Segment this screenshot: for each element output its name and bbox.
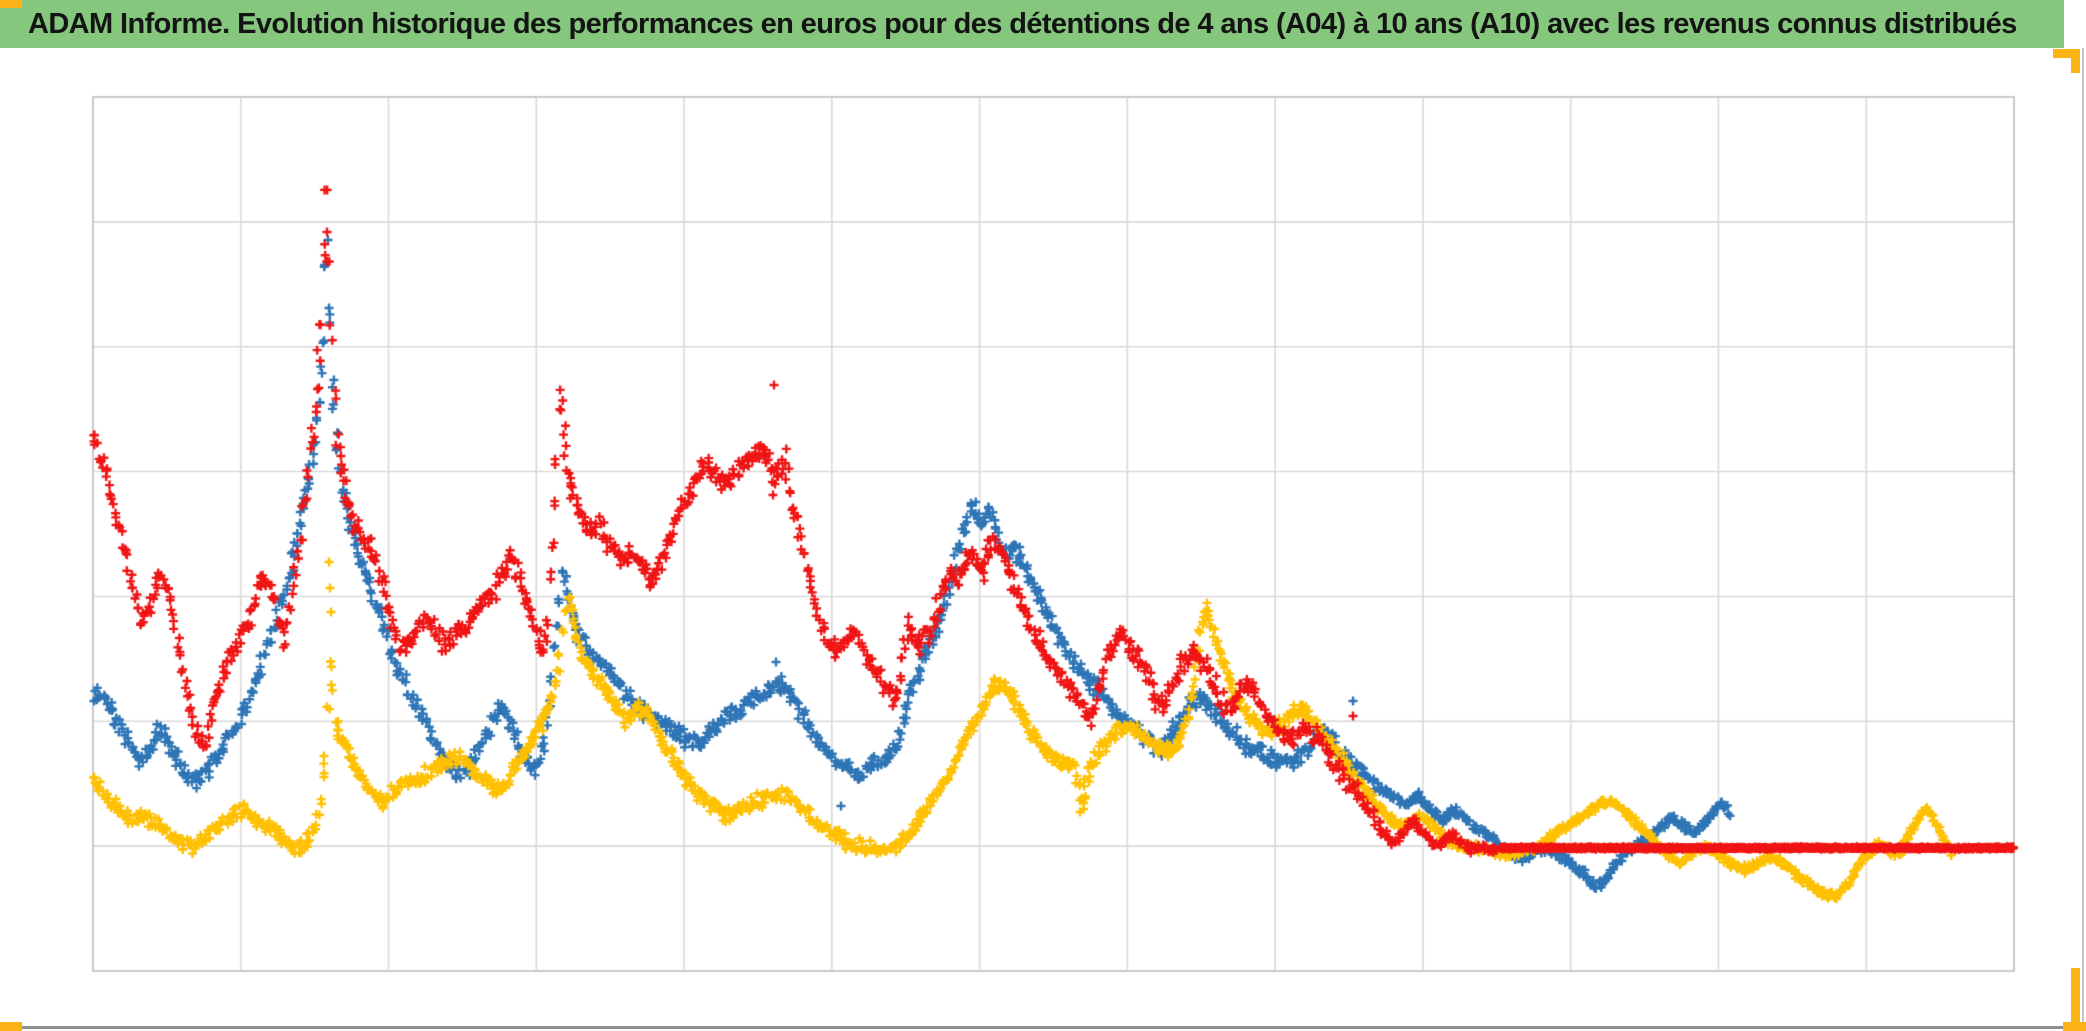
corner-mark-top-right-vertical [2071,49,2080,73]
corner-mark-bottom-right-horizontal [2063,1022,2086,1031]
bottom-border-line [0,1026,2086,1029]
corner-mark-top-right-horizontal [2053,49,2080,58]
corner-mark-bottom-right-vertical [2071,968,2080,1031]
right-border-line [2082,48,2084,1031]
corner-mark-top-left [0,0,22,8]
corner-mark-bottom-left [0,1022,22,1031]
